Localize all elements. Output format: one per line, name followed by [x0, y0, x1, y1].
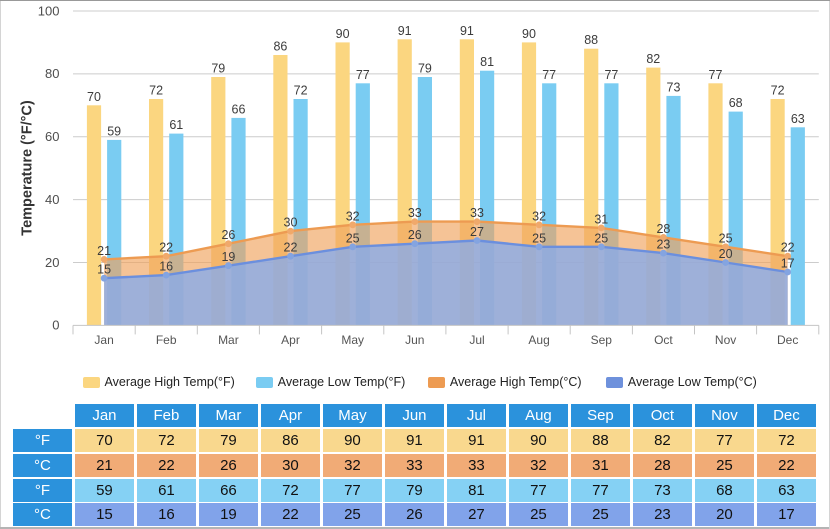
svg-text:72: 72 [771, 84, 785, 98]
svg-text:82: 82 [646, 52, 660, 66]
svg-text:77: 77 [356, 68, 370, 82]
svg-text:Jan: Jan [94, 333, 113, 347]
svg-text:25: 25 [594, 231, 608, 245]
svg-text:17: 17 [781, 257, 795, 271]
svg-text:70: 70 [87, 90, 101, 104]
svg-text:91: 91 [460, 24, 474, 38]
svg-text:Temperature (°F/°C): Temperature (°F/°C) [20, 100, 36, 236]
svg-text:Jun: Jun [405, 333, 424, 347]
svg-text:66: 66 [232, 102, 246, 116]
svg-text:61: 61 [169, 118, 183, 132]
svg-text:40: 40 [45, 192, 59, 207]
svg-text:26: 26 [408, 228, 422, 242]
svg-text:86: 86 [273, 40, 287, 54]
svg-text:80: 80 [45, 66, 59, 81]
svg-text:Apr: Apr [281, 333, 300, 347]
svg-text:32: 32 [346, 209, 360, 223]
svg-text:32: 32 [532, 209, 546, 223]
svg-text:16: 16 [159, 260, 173, 274]
svg-text:Oct: Oct [654, 333, 673, 347]
svg-text:77: 77 [604, 68, 618, 82]
svg-text:23: 23 [656, 238, 670, 252]
svg-text:25: 25 [719, 231, 733, 245]
svg-text:59: 59 [107, 124, 121, 138]
svg-text:Jul: Jul [469, 333, 484, 347]
svg-text:27: 27 [470, 225, 484, 239]
svg-text:19: 19 [221, 250, 235, 264]
svg-text:77: 77 [709, 68, 723, 82]
svg-text:30: 30 [284, 216, 298, 230]
svg-text:72: 72 [294, 84, 308, 98]
svg-text:Sep: Sep [591, 333, 613, 347]
svg-text:Aug: Aug [528, 333, 549, 347]
svg-text:25: 25 [346, 231, 360, 245]
svg-text:28: 28 [656, 222, 670, 236]
svg-text:88: 88 [584, 33, 598, 47]
svg-text:33: 33 [408, 206, 422, 220]
svg-text:63: 63 [791, 112, 805, 126]
svg-text:Feb: Feb [156, 333, 177, 347]
svg-text:31: 31 [594, 212, 608, 226]
svg-text:22: 22 [284, 241, 298, 255]
svg-text:Nov: Nov [715, 333, 736, 347]
svg-text:73: 73 [667, 80, 681, 94]
svg-text:22: 22 [781, 241, 795, 255]
svg-text:0: 0 [52, 318, 59, 333]
svg-text:20: 20 [45, 255, 59, 270]
svg-text:90: 90 [522, 27, 536, 41]
svg-text:Dec: Dec [777, 333, 798, 347]
svg-text:79: 79 [418, 62, 432, 76]
svg-text:22: 22 [159, 241, 173, 255]
svg-text:Mar: Mar [218, 333, 239, 347]
svg-text:26: 26 [221, 228, 235, 242]
svg-text:81: 81 [480, 55, 494, 69]
svg-text:21: 21 [97, 244, 111, 258]
svg-text:60: 60 [45, 129, 59, 144]
svg-text:72: 72 [149, 84, 163, 98]
svg-text:May: May [341, 333, 364, 347]
svg-text:33: 33 [470, 206, 484, 220]
svg-text:77: 77 [542, 68, 556, 82]
svg-text:90: 90 [336, 27, 350, 41]
svg-text:91: 91 [398, 24, 412, 38]
svg-text:15: 15 [97, 263, 111, 277]
svg-text:68: 68 [729, 96, 743, 110]
svg-text:25: 25 [532, 231, 546, 245]
svg-text:79: 79 [211, 62, 225, 76]
svg-text:100: 100 [38, 3, 60, 18]
svg-text:20: 20 [719, 247, 733, 261]
